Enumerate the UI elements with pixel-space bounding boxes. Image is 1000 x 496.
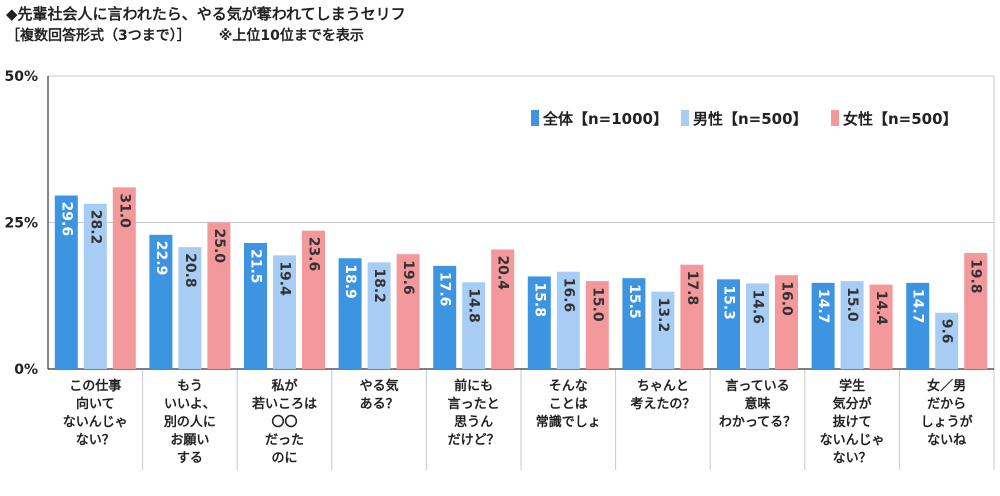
data-label: 14.4: [873, 291, 889, 326]
data-label: 21.5: [247, 249, 263, 284]
chart-subtitle: ［複数回答形式（3つまで）］ ※上位10位までを表示: [6, 26, 364, 46]
data-label: 15.8: [531, 282, 547, 317]
data-label: 19.4: [277, 261, 293, 296]
bar-female: [869, 284, 893, 369]
data-label: 14.7: [815, 289, 831, 324]
data-label: 16.6: [560, 278, 576, 313]
data-label: 15.0: [589, 287, 605, 322]
category-label: 学生 気分が 抜けて ないんじゃ ない？: [819, 379, 885, 466]
bar-male: [462, 282, 486, 369]
bar-male: [556, 271, 580, 369]
data-label: 15.3: [721, 285, 737, 320]
bar-total: [811, 282, 835, 369]
category-label: そんな ことは 常識でしょ: [535, 379, 601, 430]
ranking-note: ※上位10位までを表示: [218, 28, 364, 44]
bar-total: [717, 279, 740, 369]
bar-female: [112, 187, 136, 369]
data-label: 17.6: [437, 272, 453, 307]
category-label: 言っている 意味 わかってる？: [718, 379, 797, 430]
category-label: 前にも 言ったと 思うん だけど？: [447, 379, 500, 448]
bar-female: [207, 222, 231, 369]
data-label: 20.8: [182, 253, 198, 288]
data-label: 14.8: [466, 288, 482, 323]
data-label: 9.6: [939, 319, 955, 344]
data-label: 14.7: [910, 289, 926, 324]
data-label: 31.0: [116, 193, 132, 228]
bar-female: [491, 249, 515, 369]
category-label: もう いいよ、 別の人に お願い する: [163, 379, 216, 466]
data-label: 23.6: [306, 237, 322, 272]
data-label: 15.0: [844, 287, 860, 322]
data-label: 22.9: [153, 241, 169, 276]
bar-female: [302, 230, 325, 369]
bar-total: [54, 195, 78, 369]
category-label: この仕事 向いて ないんじゃ ない？: [62, 379, 128, 448]
category-label: 女／男 だから しょうが ないね: [920, 379, 973, 448]
bar-male: [367, 262, 391, 369]
bar-male: [83, 203, 107, 369]
legend-label: 全体【n=1000】: [542, 110, 668, 128]
bar-total: [433, 265, 457, 369]
bar-female: [585, 281, 609, 369]
bar-total: [906, 282, 930, 369]
data-label: 13.2: [655, 298, 671, 333]
bar-total: [622, 278, 646, 369]
bar-male: [178, 247, 202, 369]
bar-total: [338, 258, 362, 369]
y-tick-label: 25%: [4, 216, 38, 232]
data-label: 19.6: [400, 260, 416, 295]
bar-female: [775, 275, 798, 369]
bar-female: [680, 264, 704, 369]
category-label: 私が 若いころは 〇〇 だった のに: [251, 379, 317, 466]
data-label: 28.2: [87, 210, 103, 245]
bar-total: [527, 276, 551, 369]
data-label: 20.4: [495, 255, 511, 290]
data-label: 15.5: [626, 284, 642, 319]
category-label: ちゃんと 考えたの？: [630, 379, 696, 412]
legend-swatch-total: [531, 110, 539, 126]
legend-label: 男性【n=500】: [693, 110, 808, 128]
bar-male: [273, 255, 296, 369]
answer-format: ［複数回答形式（3つまで）］: [6, 28, 191, 44]
bar-total: [244, 243, 267, 369]
bar-female: [964, 252, 988, 369]
data-label: 17.8: [684, 271, 700, 306]
bar-total: [149, 234, 173, 369]
data-label: 14.6: [750, 289, 766, 324]
bar-male: [840, 281, 864, 369]
bar-female: [396, 254, 420, 369]
data-label: 16.0: [779, 281, 795, 316]
y-tick-label: 50%: [4, 69, 38, 85]
legend-swatch-female: [831, 110, 839, 126]
legend-label: 女性【n=500】: [843, 110, 958, 128]
bar-male: [746, 283, 769, 369]
data-label: 18.9: [342, 264, 358, 299]
bar-male: [651, 291, 675, 369]
data-label: 25.0: [211, 229, 227, 264]
data-label: 18.2: [371, 268, 387, 303]
data-label: 29.6: [58, 202, 74, 237]
category-label: やる気 ある？: [359, 379, 399, 412]
chart-title: ◆先輩社会人に言われたら、やる気が奪われてしまうセリフ: [6, 5, 406, 23]
data-label: 19.8: [968, 259, 984, 294]
y-tick-label: 0%: [14, 362, 38, 378]
bar-male: [935, 312, 959, 369]
legend-swatch-male: [681, 110, 689, 126]
